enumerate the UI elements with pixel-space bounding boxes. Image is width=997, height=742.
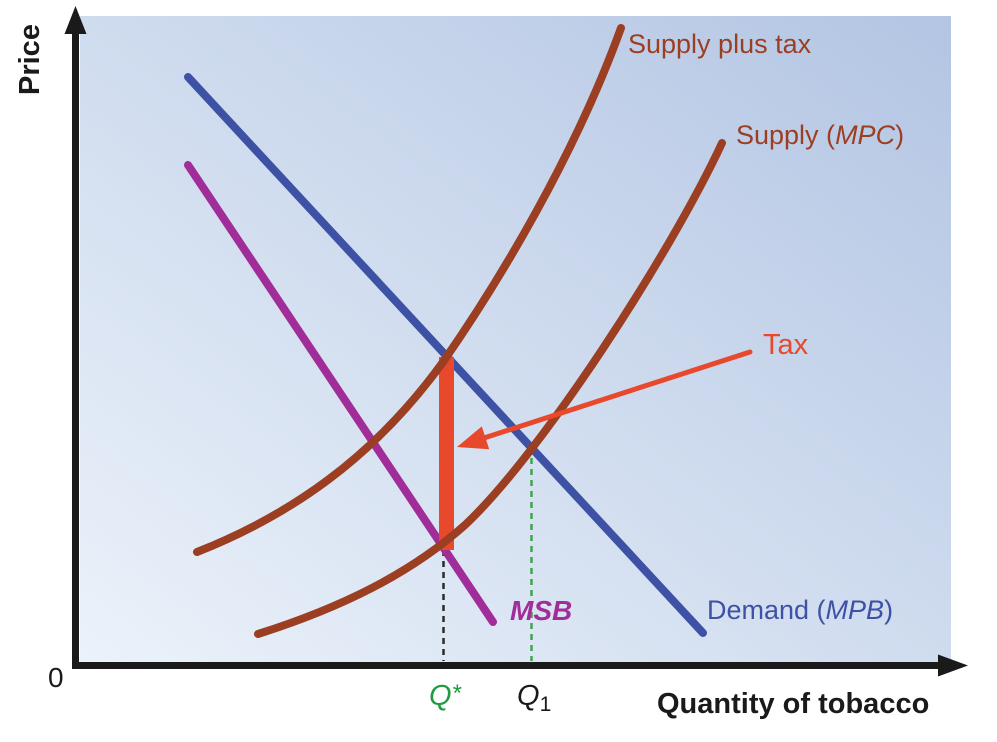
tax-label: Tax xyxy=(763,329,809,361)
x-axis-label: Quantity of tobacco xyxy=(657,688,930,720)
q-star-base: Q xyxy=(429,680,452,712)
q-star-tick-label: Q* xyxy=(429,682,461,711)
demand-mpb-label: Demand (MPB) xyxy=(707,597,893,624)
y-axis-label: Price xyxy=(14,24,46,95)
supply-mpc-curve xyxy=(254,139,726,638)
q1-subscript: 1 xyxy=(539,693,552,716)
origin-label: 0 xyxy=(48,662,64,693)
tax-arrow-line xyxy=(481,349,753,441)
supply-mpc-label: Supply (MPC) xyxy=(736,122,904,149)
demand-label-mpb: MPB xyxy=(825,595,885,625)
supply-plus-tax-curve xyxy=(193,24,625,556)
supply-label-post: ) xyxy=(895,120,905,150)
supply-label-mpc: MPC xyxy=(835,120,896,150)
tax-bar xyxy=(439,357,454,550)
demand-label-pre: Demand ( xyxy=(707,595,826,625)
q1-tick-label: Q1 xyxy=(517,680,552,716)
q-star-mark: * xyxy=(451,680,461,707)
supply-plus-tax-label: Supply plus tax xyxy=(628,29,812,59)
demand-label-post: ) xyxy=(884,595,894,625)
y-axis-arrowhead-icon xyxy=(64,6,87,34)
msb-label: MSB xyxy=(510,595,573,626)
q1-base: Q xyxy=(517,680,540,712)
tax-arrowhead-icon xyxy=(457,426,490,450)
plot-area xyxy=(80,16,951,662)
x-axis-arrowhead-icon xyxy=(938,654,968,677)
supply-label-pre: Supply ( xyxy=(736,120,836,150)
